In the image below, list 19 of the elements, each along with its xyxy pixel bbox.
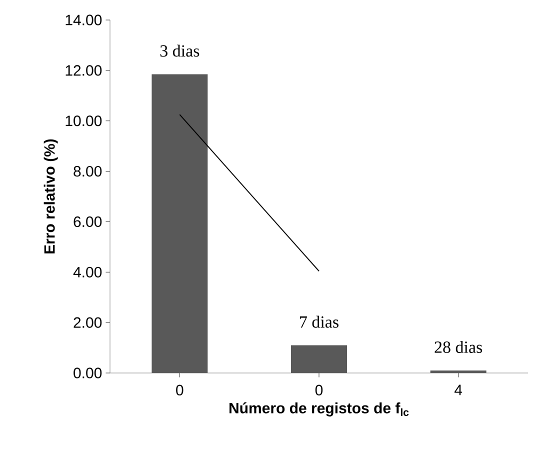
y-tick-label: 4.00	[73, 266, 102, 278]
x-axis-title: Número de registos de f$_{lc}$	[230, 402, 409, 416]
x-tick-label: 0	[315, 384, 323, 396]
y-tick-label: 12.00	[66, 65, 102, 76]
annotation: 7 dias	[300, 316, 338, 328]
bar	[291, 345, 348, 373]
y-tick-label: 0.00	[74, 368, 102, 378]
y-tick-label: 2.00	[74, 317, 102, 328]
bar	[430, 370, 486, 373]
y-tick-label: 6.00	[74, 216, 102, 228]
y-tick-label: 14.00	[66, 14, 102, 26]
annotation: 28 dias	[434, 340, 482, 353]
annotation: 3 dias	[160, 44, 200, 57]
y-tick-label: 10.00	[66, 116, 102, 126]
x-tick-label: 0	[176, 384, 184, 396]
y-axis-title: Erro relativo (%)	[44, 139, 58, 254]
x-tick-label: 4	[454, 384, 462, 396]
bar	[152, 74, 208, 373]
y-tick-label: 8.00	[74, 166, 102, 177]
